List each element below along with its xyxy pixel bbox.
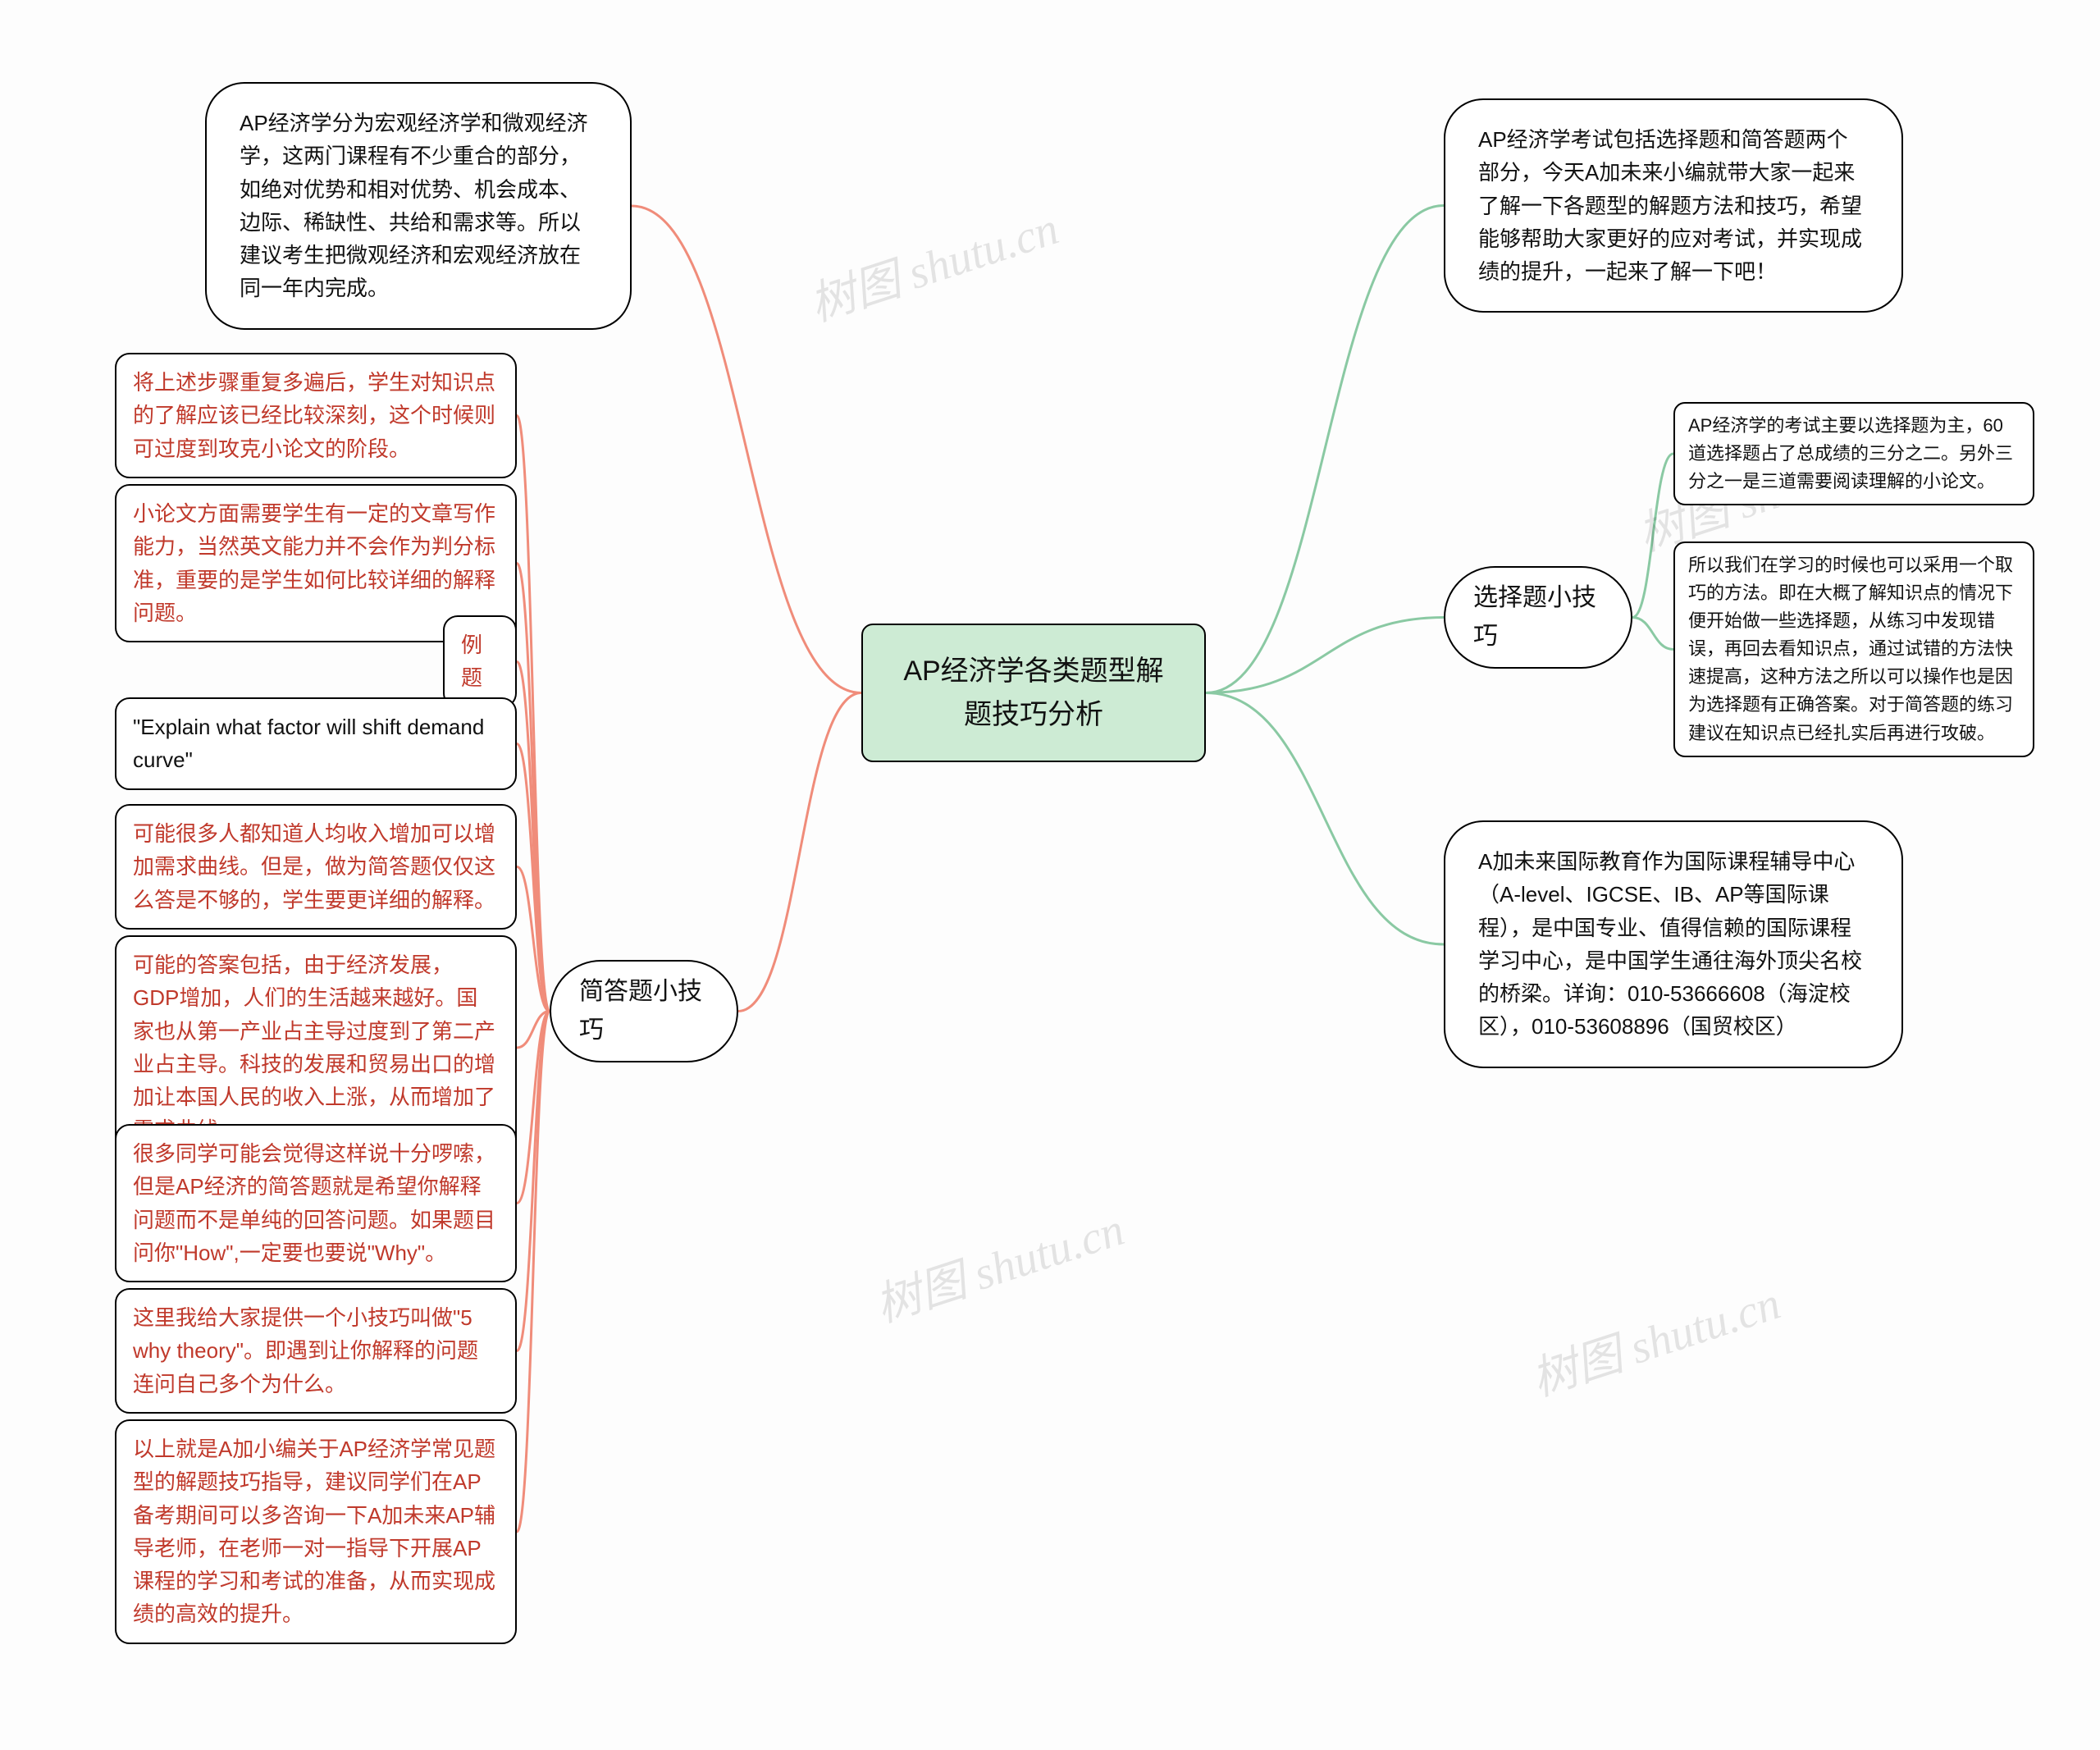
left-child-node: 这里我给大家提供一个小技巧叫做"5 why theory"。即遇到让你解释的问题… — [115, 1288, 517, 1414]
right-child-node: 所以我们在学习的时候也可以采用一个取巧的方法。即在大概了解知识点的情况下便开始做… — [1673, 541, 2034, 757]
right-bottom-node: A加未来国际教育作为国际课程辅导中心（A-level、IGCSE、IB、AP等国… — [1444, 820, 1903, 1068]
left-child-node: "Explain what factor will shift demand c… — [115, 697, 517, 790]
center-node: AP经济学各类题型解题技巧分析 — [861, 624, 1206, 762]
left-child-node: 将上述步骤重复多遍后，学生对知识点的了解应该已经比较深刻，这个时候则可过度到攻克… — [115, 353, 517, 478]
right-top-node: AP经济学考试包括选择题和简答题两个部分，今天A加未来小编就带大家一起来了解一下… — [1444, 98, 1903, 313]
watermark: 树图 shutu.cn — [865, 1192, 1131, 1335]
left-child-node: 以上就是A加小编关于AP经济学常见题型的解题技巧指导，建议同学们在AP备考期间可… — [115, 1419, 517, 1644]
left-child-node: 可能很多人都知道人均收入增加可以增加需求曲线。但是，做为简答题仅仅这么答是不够的… — [115, 804, 517, 930]
left-child-node: 例题 — [443, 615, 517, 708]
watermark: 树图 shutu.cn — [800, 191, 1066, 334]
right-child-node: AP经济学的考试主要以选择题为主，60道选择题占了总成绩的三分之二。另外三分之一… — [1673, 402, 2034, 505]
watermark: 树图 shutu.cn — [1522, 1266, 1787, 1409]
right-hub-node: 选择题小技巧 — [1444, 566, 1632, 669]
left-top-node: AP经济学分为宏观经济学和微观经济学，这两门课程有不少重合的部分，如绝对优势和相… — [205, 82, 632, 330]
left-hub-node: 简答题小技巧 — [550, 960, 738, 1062]
left-child-node: 很多同学可能会觉得这样说十分啰嗦，但是AP经济的简答题就是希望你解释问题而不是单… — [115, 1124, 517, 1282]
